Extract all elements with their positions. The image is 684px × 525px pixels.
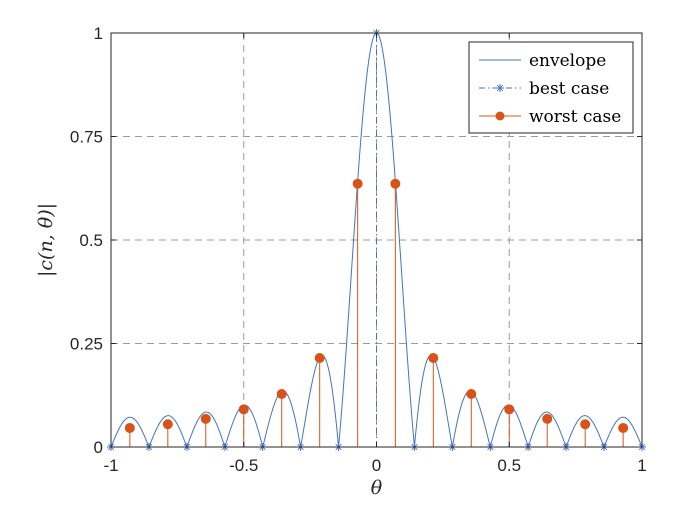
x-tick-label: 0 [372, 456, 381, 475]
legend-best-marker [496, 84, 504, 92]
worst-case-marker [504, 404, 515, 415]
y-axis-label: |c(n, θ)| [35, 203, 57, 277]
y-tick-label: 0.25 [70, 335, 103, 354]
worst-case-marker [466, 389, 477, 400]
x-tick-label: -1 [103, 456, 118, 475]
worst-case-marker [162, 419, 173, 430]
worst-case-marker [542, 413, 553, 424]
x-tick-label: 0.5 [497, 456, 521, 475]
worst-case-marker [124, 422, 135, 433]
legend-worst-marker [495, 111, 505, 121]
worst-case-marker [276, 389, 287, 400]
y-tick-label: 1 [94, 24, 103, 43]
y-tick-label: 0.5 [79, 231, 103, 250]
legend-label: envelope [529, 51, 606, 71]
x-axis-label: θ [371, 477, 383, 499]
y-tick-label: 0.75 [70, 128, 103, 147]
worst-case-marker [352, 178, 363, 189]
x-tick-label: 1 [637, 456, 646, 475]
worst-case-marker [428, 352, 439, 363]
worst-case-marker [238, 404, 249, 415]
worst-case-marker [580, 419, 591, 430]
x-tick-label: -0.5 [229, 456, 258, 475]
worst-case-marker [200, 413, 211, 424]
legend-label: worst case [529, 107, 621, 127]
legend-label: best case [529, 79, 609, 99]
legend: envelope best case worst case [468, 41, 634, 134]
asterisk-stroke [496, 84, 504, 92]
worst-case-marker [390, 178, 401, 189]
worst-case-marker [314, 352, 325, 363]
axis-ticks: -1 -0.5 0 0.5 1 0 0.25 0.5 0.75 1 [70, 24, 647, 475]
worst-case-marker [618, 422, 629, 433]
y-tick-label: 0 [94, 438, 103, 457]
